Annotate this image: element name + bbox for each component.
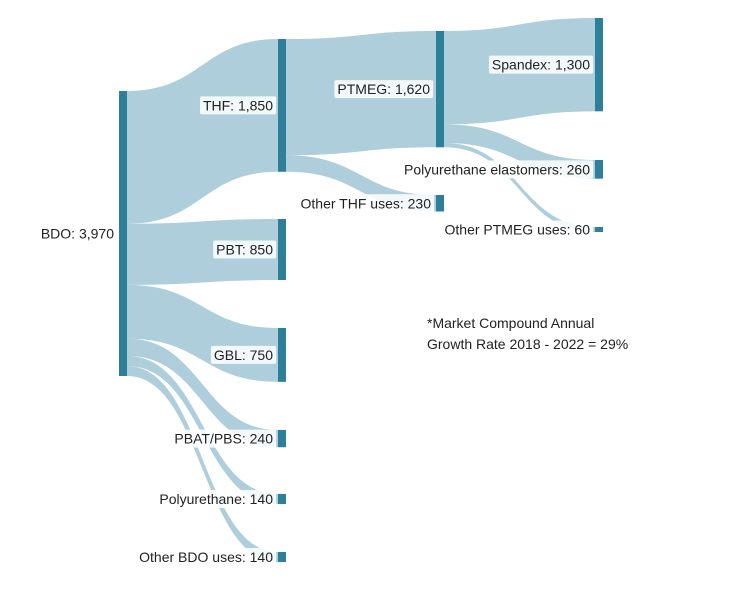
label-group-other_thf: Other THF uses: 230 (297, 194, 435, 213)
node-pbt (278, 219, 286, 281)
node-other_bdo (278, 552, 286, 563)
label-bg-pbat (171, 429, 277, 448)
link-bdo-pbat (127, 338, 278, 448)
node-label-pu: Polyurethane: 140 (159, 491, 273, 507)
link-bdo-other_bdo (127, 365, 278, 563)
node-label-pu_elast: Polyurethane elastomers: 260 (404, 161, 590, 177)
label-group-thf: THF: 1,850 (199, 96, 277, 115)
node-pbat (278, 430, 286, 448)
node-gbl (278, 328, 286, 382)
link-bdo-pbt (127, 219, 278, 285)
label-bg-pu_elast (401, 160, 594, 179)
node-bdo (119, 91, 127, 376)
node-other_ptmeg (595, 227, 603, 232)
link-bdo-thf (127, 39, 278, 224)
node-label-ptmeg: PTMEG: 1,620 (337, 81, 430, 97)
nodes-group (119, 18, 603, 563)
node-label-other_bdo: Other BDO uses: 140 (139, 549, 273, 565)
cagr-note-line-2: Growth Rate 2018 - 2022 = 29% (427, 336, 629, 352)
label-bg-pbt (213, 240, 277, 259)
node-label-other_ptmeg: Other PTMEG uses: 60 (445, 222, 591, 238)
label-group-pu: Polyurethane: 140 (156, 490, 277, 509)
label-group-other_bdo: Other BDO uses: 140 (136, 548, 277, 567)
node-other_thf (436, 195, 444, 212)
node-label-spandex: Spandex: 1,300 (492, 57, 590, 73)
label-group-spandex: Spandex: 1,300 (488, 55, 594, 74)
node-label-bdo: BDO: 3,970 (41, 226, 114, 242)
node-spandex (595, 18, 603, 112)
label-bg-thf (199, 96, 277, 115)
node-label-gbl: GBL: 750 (214, 347, 273, 363)
link-ptmeg-other_ptmeg (444, 142, 595, 232)
label-group-pbt: PBT: 850 (213, 240, 277, 259)
label-bg-pu (156, 490, 277, 509)
links-group (127, 18, 595, 563)
label-group-gbl: GBL: 750 (210, 345, 277, 364)
label-bg-gbl (210, 345, 277, 364)
labels-group: BDO: 3,970 THF: 1,850 PBT: 850 GBL: 750 PBAT… (37, 55, 594, 567)
label-group-ptmeg: PTMEG: 1,620 (334, 80, 434, 99)
label-group-pbat: PBAT/PBS: 240 (171, 429, 277, 448)
node-pu_elast (595, 160, 603, 179)
node-ptmeg (436, 31, 444, 148)
node-thf (278, 39, 286, 172)
node-label-other_thf: Other THF uses: 230 (301, 195, 432, 211)
node-label-thf: THF: 1,850 (203, 97, 273, 113)
cagr-note-line-1: *Market Compound Annual (427, 315, 595, 331)
label-bg-ptmeg (334, 80, 434, 99)
label-group-other_ptmeg: Other PTMEG uses: 60 (441, 220, 594, 239)
label-bg-other_ptmeg (441, 220, 594, 239)
node-pu (278, 494, 286, 505)
label-bg-other_bdo (136, 548, 277, 567)
cagr-note: *Market Compound Annual Growth Rate 2018… (427, 313, 628, 355)
label-group-pu_elast: Polyurethane elastomers: 260 (401, 160, 594, 179)
node-label-pbat: PBAT/PBS: 240 (174, 431, 273, 447)
label-bg-other_thf (297, 194, 435, 213)
label-bg-bdo (37, 224, 118, 243)
label-bg-spandex (488, 55, 594, 74)
node-label-pbt: PBT: 850 (216, 242, 273, 258)
label-group-bdo: BDO: 3,970 (37, 224, 118, 243)
